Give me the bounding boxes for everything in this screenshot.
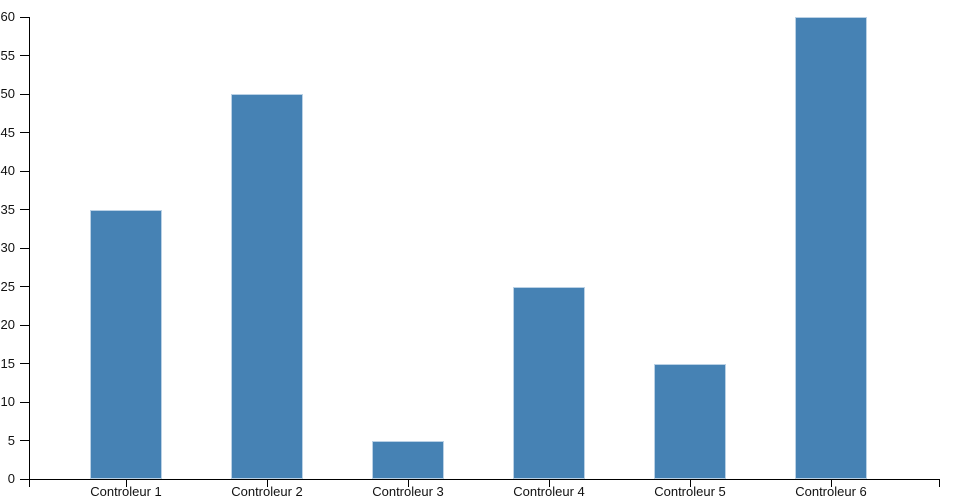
y-tick-label: 55 (0, 47, 15, 63)
bar (795, 17, 867, 479)
bar (513, 286, 585, 479)
x-tick (407, 480, 409, 487)
y-tick-label: 30 (0, 240, 15, 255)
y-tick-label: 0 (7, 471, 15, 486)
y-tick (20, 93, 30, 95)
y-tick-label: 45 (0, 124, 15, 140)
y-tick (20, 170, 30, 172)
y-tick (20, 55, 30, 57)
y-tick-label: 5 (7, 432, 15, 448)
y-tick (20, 16, 30, 18)
y-tick-label: 25 (0, 278, 15, 294)
x-tick-label: Controleur 3 (372, 484, 444, 499)
y-tick (20, 286, 30, 288)
y-axis-line (29, 17, 31, 487)
y-tick (20, 440, 30, 442)
x-tick (548, 480, 550, 487)
bar (654, 363, 726, 479)
y-tick-label: 50 (0, 86, 15, 101)
y-tick (20, 401, 30, 403)
x-tick-label: Controleur 4 (513, 484, 585, 499)
x-tick-label: Controleur 2 (231, 484, 303, 499)
x-axis-end-tick (939, 479, 941, 487)
y-tick (20, 363, 30, 365)
x-axis-line (29, 479, 940, 481)
y-tick (20, 324, 30, 326)
x-tick (689, 480, 691, 487)
x-tick-label: Controleur 5 (654, 484, 726, 499)
y-tick (20, 132, 30, 134)
x-tick (125, 480, 127, 487)
bar (90, 209, 162, 479)
y-tick-label: 10 (0, 394, 15, 409)
y-tick-label: 20 (0, 317, 15, 332)
y-tick-label: 60 (0, 9, 15, 24)
x-tick-label: Controleur 1 (90, 484, 162, 499)
bar (372, 440, 444, 479)
y-tick (20, 247, 30, 249)
x-tick-label: Controleur 6 (795, 484, 867, 499)
y-tick (20, 209, 30, 211)
y-tick-label: 40 (0, 163, 15, 178)
x-tick (266, 480, 268, 487)
bar (231, 94, 303, 479)
y-tick-label: 15 (0, 355, 15, 371)
y-tick-label: 35 (0, 201, 15, 217)
y-tick (20, 478, 30, 480)
x-tick (830, 480, 832, 487)
